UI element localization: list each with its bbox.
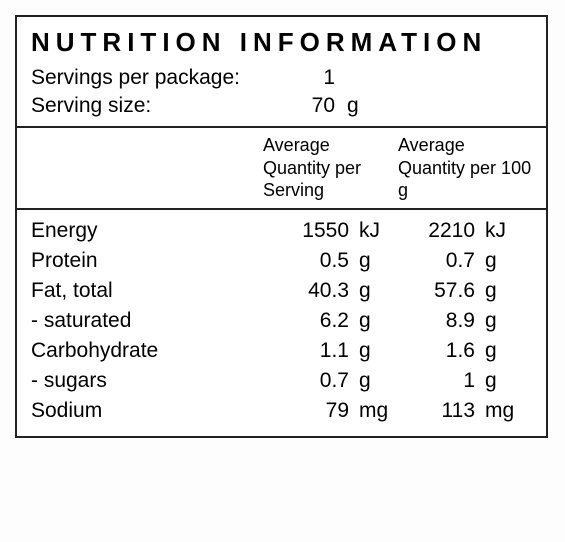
nutrient-name: Protein xyxy=(31,249,263,273)
panel-title: NUTRITION INFORMATION xyxy=(17,17,546,64)
table-row: Fat, total40.3g57.6g xyxy=(31,276,532,306)
unit-per-serving: g xyxy=(353,279,389,303)
column-headers: Average Quantity per Serving Average Qua… xyxy=(17,128,546,208)
table-row: - sugars0.7g1g xyxy=(31,366,532,396)
serving-size-value: 70 xyxy=(261,94,341,118)
unit-per-100g: kJ xyxy=(479,219,515,243)
serving-size-unit: g xyxy=(341,94,381,118)
value-per-serving: 6.2 xyxy=(263,309,353,333)
nutrient-rows: Energy1550kJ2210kJProtein0.5g0.7gFat, to… xyxy=(17,210,546,436)
unit-per-serving: mg xyxy=(353,399,389,423)
value-per-serving: 0.5 xyxy=(263,249,353,273)
nutrition-panel: NUTRITION INFORMATION Servings per packa… xyxy=(15,15,548,438)
value-per-serving: 0.7 xyxy=(263,369,353,393)
nutrient-name: - sugars xyxy=(31,369,263,393)
nutrient-name: Carbohydrate xyxy=(31,339,263,363)
unit-per-serving: kJ xyxy=(353,219,389,243)
value-per-100g: 2210 xyxy=(389,219,479,243)
table-row: Protein0.5g0.7g xyxy=(31,246,532,276)
nutrient-name: Sodium xyxy=(31,399,263,423)
unit-per-serving: g xyxy=(353,339,389,363)
col-header-serving: Average Quantity per Serving xyxy=(263,134,398,202)
unit-per-100g: g xyxy=(479,249,515,273)
unit-per-serving: g xyxy=(353,369,389,393)
unit-per-serving: g xyxy=(353,309,389,333)
value-per-100g: 113 xyxy=(389,399,479,423)
serving-info: Servings per package: 1 Serving size: 70… xyxy=(17,64,546,126)
nutrient-name: Energy xyxy=(31,219,263,243)
unit-per-100g: g xyxy=(479,309,515,333)
value-per-100g: 8.9 xyxy=(389,309,479,333)
table-row: Energy1550kJ2210kJ xyxy=(31,216,532,246)
value-per-100g: 57.6 xyxy=(389,279,479,303)
value-per-serving: 79 xyxy=(263,399,353,423)
unit-per-100g: g xyxy=(479,369,515,393)
table-row: Sodium79mg113mg xyxy=(31,396,532,426)
table-row: Carbohydrate1.1g1.6g xyxy=(31,336,532,366)
unit-per-100g: g xyxy=(479,339,515,363)
value-per-serving: 40.3 xyxy=(263,279,353,303)
col-header-100g: Average Quantity per 100 g xyxy=(398,134,533,202)
nutrient-name: Fat, total xyxy=(31,279,263,303)
unit-per-serving: g xyxy=(353,249,389,273)
unit-per-100g: mg xyxy=(479,399,515,423)
value-per-100g: 1 xyxy=(389,369,479,393)
servings-label: Servings per package: xyxy=(31,66,261,90)
serving-size-label: Serving size: xyxy=(31,94,261,118)
nutrient-name: - saturated xyxy=(31,309,263,333)
table-row: - saturated6.2g8.9g xyxy=(31,306,532,336)
value-per-100g: 0.7 xyxy=(389,249,479,273)
servings-value: 1 xyxy=(261,66,341,90)
value-per-serving: 1.1 xyxy=(263,339,353,363)
unit-per-100g: g xyxy=(479,279,515,303)
value-per-100g: 1.6 xyxy=(389,339,479,363)
value-per-serving: 1550 xyxy=(263,219,353,243)
